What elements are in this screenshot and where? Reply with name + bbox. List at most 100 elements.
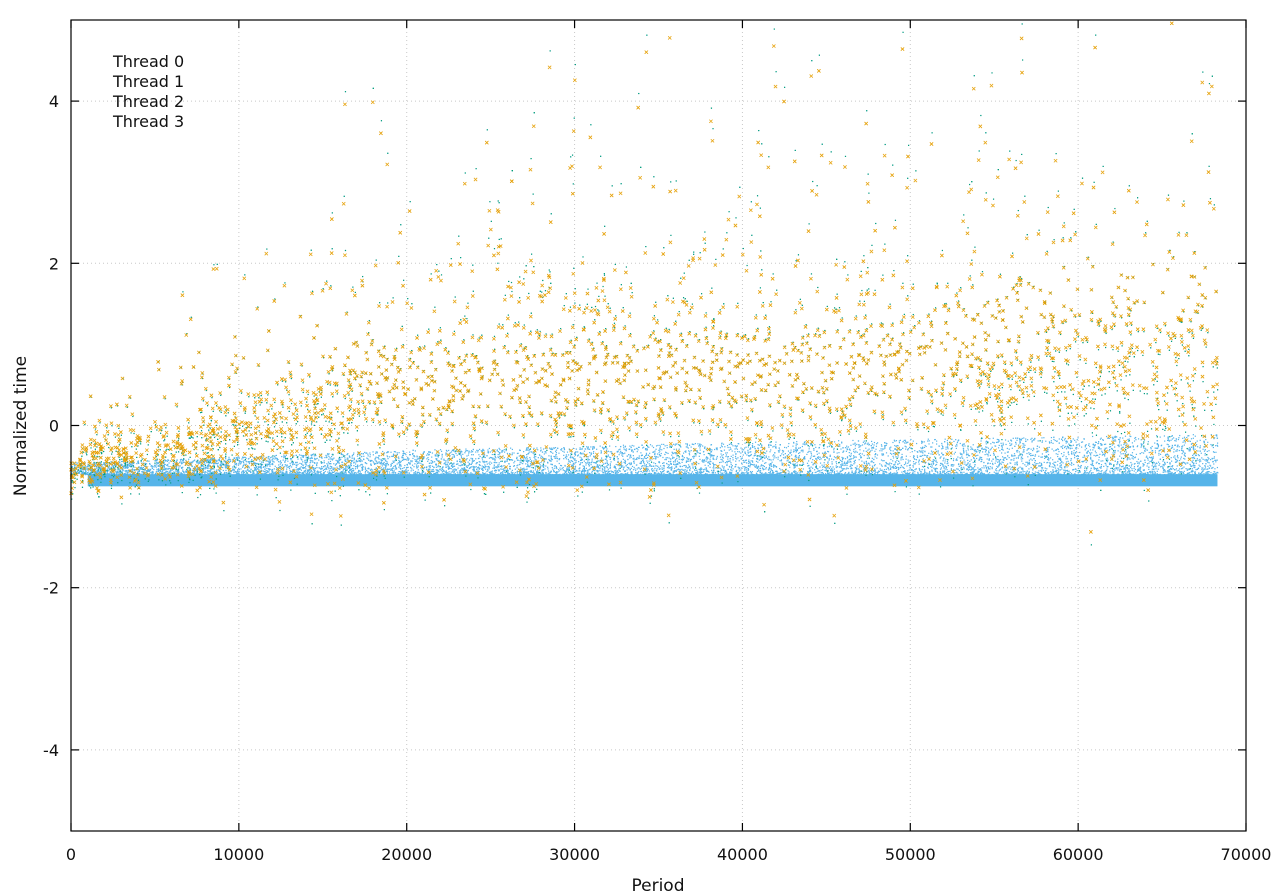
thread-0-point	[198, 463, 199, 464]
thread-0-point	[505, 461, 506, 462]
thread-0-point	[1177, 455, 1178, 456]
thread-0-point	[1178, 439, 1179, 440]
thread-0-point	[454, 466, 455, 467]
thread-0-point	[1032, 464, 1033, 465]
thread-0-point	[721, 462, 722, 463]
thread-0-point	[737, 449, 738, 450]
thread-0-point	[487, 463, 488, 464]
thread-0-point	[1132, 457, 1133, 458]
thread-0-point	[557, 461, 558, 462]
thread-0-point	[503, 465, 504, 466]
thread-0-point	[360, 464, 361, 465]
thread-0-point	[1200, 461, 1201, 462]
thread-0-point	[344, 457, 345, 458]
thread-0-point	[310, 460, 311, 461]
thread-0-point	[946, 472, 947, 473]
thread-0-point	[296, 467, 297, 468]
thread-0-point	[426, 455, 427, 456]
thread-0-point	[1064, 447, 1065, 448]
thread-0-point	[1032, 469, 1033, 470]
thread-0-point	[802, 450, 803, 451]
thread-0-point	[226, 474, 227, 475]
thread-0-point	[854, 452, 855, 453]
thread-0-point	[791, 454, 792, 455]
thread-0-point	[1196, 444, 1197, 445]
thread-0-point	[1065, 438, 1066, 439]
thread-0-point	[1026, 466, 1027, 467]
thread-0-point	[727, 452, 728, 453]
thread-0-point	[759, 445, 760, 446]
thread-0-point	[795, 463, 796, 464]
thread-0-point	[956, 448, 957, 449]
thread-0-point	[650, 444, 651, 445]
thread-0-point	[324, 462, 325, 463]
thread-0-point	[880, 448, 881, 449]
thread-0-point	[1064, 439, 1065, 440]
thread-0-point	[367, 471, 368, 472]
thread-0-point	[626, 448, 627, 449]
thread-0-point	[477, 451, 478, 452]
thread-0-point	[599, 468, 600, 469]
thread-0-point	[563, 455, 564, 456]
thread-0-point	[290, 458, 291, 459]
thread-0-point	[688, 450, 689, 451]
thread-0-point	[464, 452, 465, 453]
thread-0-point	[178, 466, 179, 467]
thread-0-point	[754, 466, 755, 467]
thread-0-point	[610, 473, 611, 474]
thread-0-point	[1027, 439, 1028, 440]
thread-0-point	[1118, 467, 1119, 468]
thread-0-point	[340, 459, 341, 460]
thread-0-point	[836, 471, 837, 472]
thread-0-point	[873, 474, 874, 475]
thread-0-point	[359, 465, 360, 466]
thread-0-point	[781, 474, 782, 475]
thread-0-point	[703, 462, 704, 463]
thread-0-point	[558, 469, 559, 470]
thread-0-point	[1177, 446, 1178, 447]
thread-0-point	[936, 443, 937, 444]
thread-0-point	[476, 466, 477, 467]
thread-0-point	[433, 473, 434, 474]
thread-0-point	[283, 455, 284, 456]
thread-0-point	[814, 444, 815, 445]
thread-0-point	[796, 451, 797, 452]
thread-0-point	[1149, 461, 1150, 462]
thread-0-point	[1187, 463, 1188, 464]
thread-0-point	[1073, 464, 1074, 465]
thread-0-point	[894, 441, 895, 442]
thread-0-point	[290, 465, 291, 466]
thread-0-point	[1027, 464, 1028, 465]
thread-0-point	[730, 462, 731, 463]
thread-0-point	[716, 474, 717, 475]
thread-0-point	[850, 456, 851, 457]
thread-0-point	[950, 456, 951, 457]
thread-0-point	[709, 459, 710, 460]
thread-0-point	[516, 467, 517, 468]
thread-0-point	[1087, 466, 1088, 467]
thread-0-point	[1148, 459, 1149, 460]
thread-0-point	[381, 474, 382, 475]
thread-0-point	[1125, 467, 1126, 468]
thread-0-point	[897, 456, 898, 457]
thread-0-point	[874, 442, 875, 443]
thread-0-point	[238, 463, 239, 464]
thread-0-point	[1038, 470, 1039, 471]
thread-0-point	[788, 446, 789, 447]
thread-0-point	[473, 454, 474, 455]
thread-0-point	[631, 447, 632, 448]
thread-0-point	[999, 445, 1000, 446]
thread-0-point	[1114, 446, 1115, 447]
thread-0-point	[1155, 452, 1156, 453]
thread-0-point	[486, 466, 487, 467]
thread-0-point	[813, 456, 814, 457]
thread-0-point	[772, 470, 773, 471]
thread-0-point	[328, 456, 329, 457]
thread-0-point	[880, 468, 881, 469]
thread-0-point	[1061, 467, 1062, 468]
thread-0-point	[986, 454, 987, 455]
thread-0-point	[1182, 468, 1183, 469]
thread-0-point	[822, 469, 823, 470]
thread-0-point	[1127, 468, 1128, 469]
thread-0-point	[1117, 445, 1118, 446]
